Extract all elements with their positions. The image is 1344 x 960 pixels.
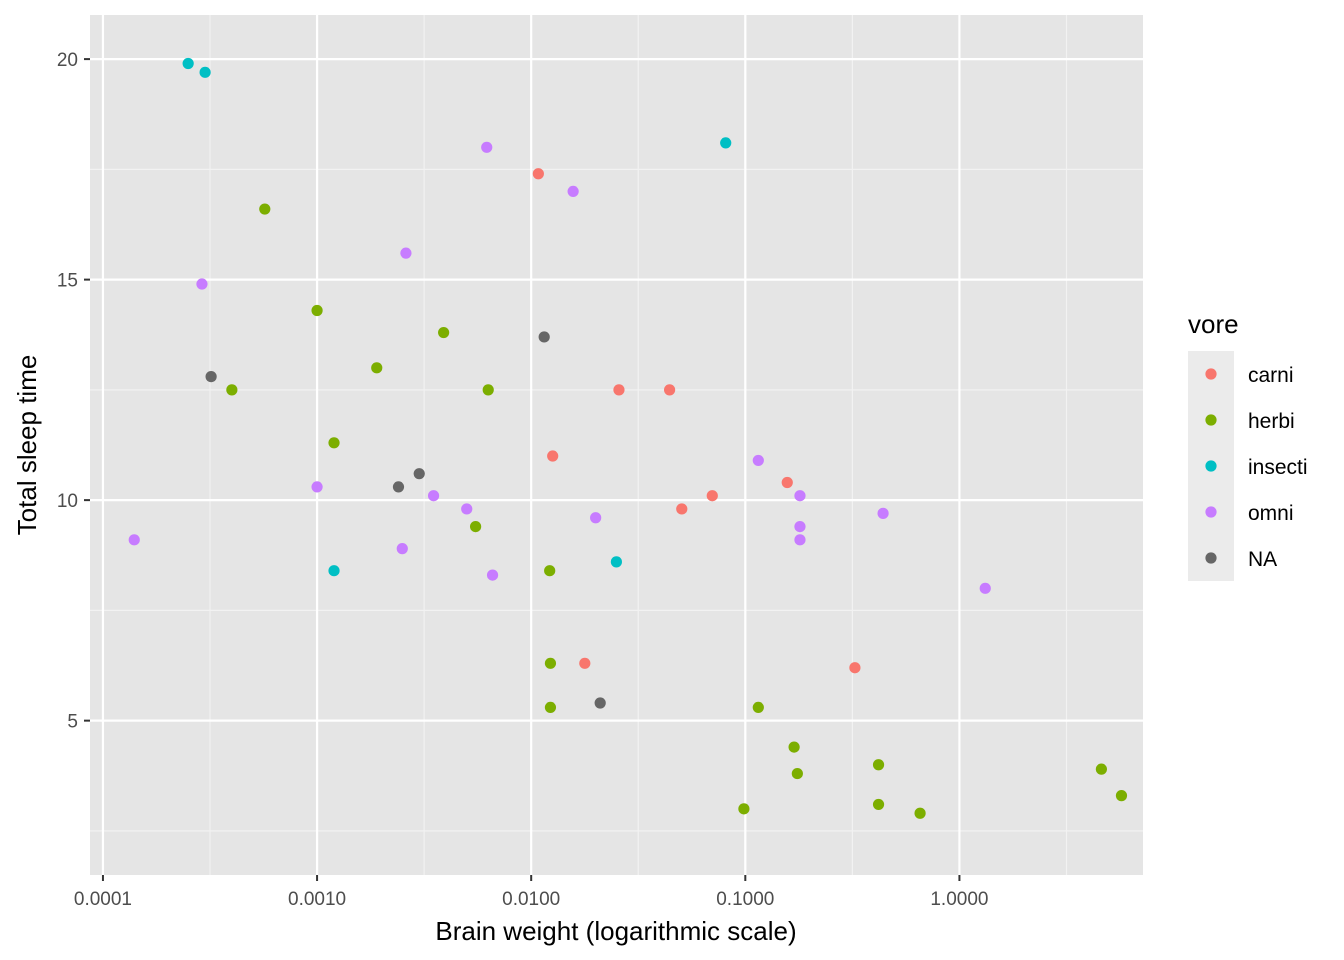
data-point [849, 662, 861, 674]
data-point [182, 57, 194, 70]
x-tick-label: 0.0010 [288, 889, 346, 910]
data-point [706, 490, 718, 502]
data-point [311, 481, 323, 493]
data-point [720, 137, 732, 149]
data-point [482, 384, 494, 396]
x-axis-title: Brain weight (logarithmic scale) [435, 916, 796, 946]
data-point [794, 520, 806, 533]
data-point [328, 437, 340, 449]
data-point [752, 701, 764, 714]
data-point [196, 278, 208, 290]
data-point [481, 141, 493, 153]
y-tick-label: 20 [57, 50, 78, 71]
x-tick-label: 1.0000 [930, 889, 988, 910]
data-point [579, 657, 591, 669]
data-point [486, 569, 499, 581]
legend-key [1205, 414, 1217, 426]
y-axis-title: Total sleep time [12, 355, 42, 536]
legend-item-herbi: herbi [1205, 410, 1295, 433]
data-point [1115, 790, 1128, 802]
legend-items: carni herbi insecti omni NA [1205, 364, 1308, 571]
series-carni [532, 168, 861, 674]
series-omni [128, 141, 991, 594]
data-point [979, 582, 991, 594]
legend-item-carni: carni [1205, 364, 1294, 387]
data-point [877, 507, 889, 519]
y-axis: 5 10 15 20 [57, 50, 90, 733]
data-point [794, 534, 806, 546]
data-point [311, 304, 323, 317]
data-point [400, 247, 412, 259]
legend-key [1205, 552, 1217, 564]
data-point [872, 798, 885, 811]
data-point [613, 384, 625, 396]
series-herbi [226, 203, 1128, 819]
legend-key [1205, 368, 1217, 380]
x-tick-label: 0.0100 [502, 889, 560, 910]
data-point [590, 512, 602, 524]
data-point [610, 556, 622, 568]
legend-item-omni: omni [1205, 502, 1294, 525]
data-point [663, 384, 676, 396]
legend-label: NA [1248, 548, 1277, 571]
x-tick-label: 0.0001 [74, 889, 132, 910]
legend-label: insecti [1248, 456, 1308, 479]
data-point [794, 490, 806, 502]
data-point [544, 701, 557, 714]
x-tick-label: 0.1000 [716, 889, 774, 910]
data-point [791, 767, 803, 780]
data-point [396, 543, 408, 555]
legend-label: omni [1248, 502, 1294, 525]
y-tick-label: 10 [57, 491, 78, 512]
data-point [392, 481, 405, 493]
legend-item-na: NA [1205, 548, 1277, 571]
data-point [199, 66, 211, 78]
data-point [226, 384, 238, 396]
data-point [469, 520, 482, 533]
data-point [781, 476, 793, 489]
data-point [461, 503, 473, 515]
data-point [788, 741, 800, 753]
legend-label: herbi [1248, 410, 1295, 433]
legend: vore carni herbi insecti omni NA [1188, 309, 1308, 581]
data-point [872, 759, 885, 771]
legend-key [1205, 460, 1217, 472]
data-point [752, 454, 764, 467]
data-point [544, 657, 557, 669]
data-point [413, 468, 425, 480]
data-point [532, 168, 544, 180]
legend-title: vore [1188, 309, 1239, 339]
data-point [594, 697, 606, 709]
data-point [544, 565, 556, 577]
data-point [567, 185, 579, 198]
data-points [128, 57, 1128, 819]
y-tick-label: 15 [57, 271, 78, 292]
minor-gridlines [90, 15, 1143, 875]
legend-item-insecti: insecti [1205, 456, 1308, 479]
data-point [676, 503, 688, 515]
data-point [427, 490, 440, 502]
y-tick-label: 5 [67, 712, 78, 733]
plot-panel [90, 15, 1143, 875]
data-point [438, 326, 450, 339]
data-point [259, 203, 271, 215]
series-na [205, 331, 606, 709]
data-point [914, 807, 926, 819]
series-insecti [182, 57, 732, 577]
data-point [538, 331, 550, 343]
data-point [371, 362, 383, 374]
legend-label: carni [1248, 364, 1294, 387]
data-point [1095, 763, 1107, 775]
x-axis: 0.0001 0.0010 0.0100 0.1000 1.0000 [74, 875, 988, 910]
data-point [128, 534, 140, 546]
data-point [547, 450, 559, 462]
data-point [205, 371, 217, 383]
data-point [738, 803, 750, 815]
major-gridlines [90, 15, 1143, 875]
legend-key [1205, 506, 1217, 518]
data-point [328, 565, 340, 577]
